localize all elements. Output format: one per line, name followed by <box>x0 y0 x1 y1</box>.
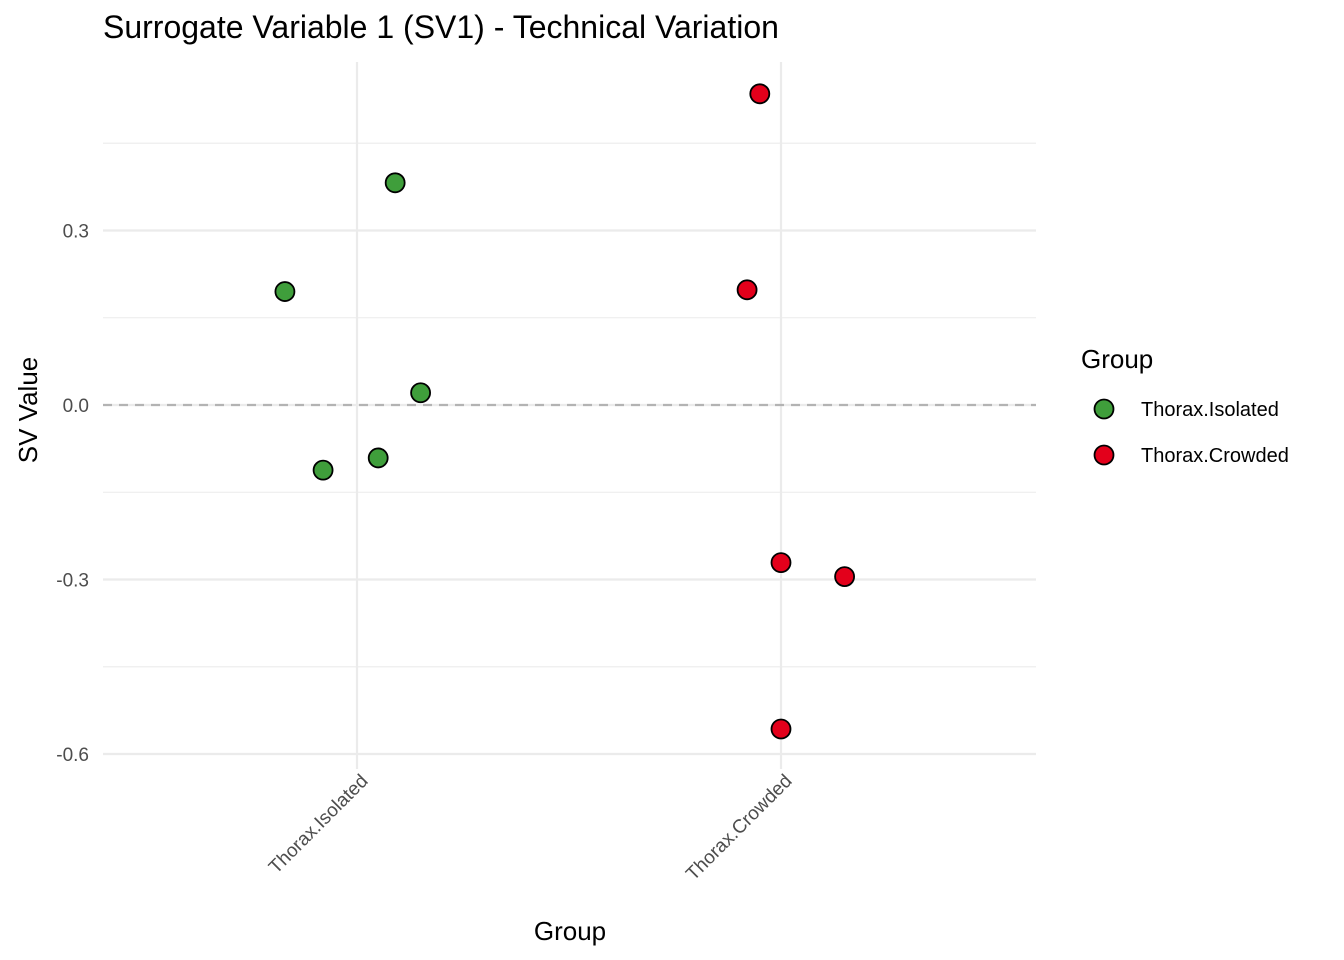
data-point <box>770 552 792 574</box>
y-tick-label: -0.3 <box>56 571 89 592</box>
y-axis-title: SV Value <box>13 357 43 463</box>
data-point <box>312 459 334 481</box>
x-tick-label: Thorax.Isolated <box>265 771 372 878</box>
chart-title: Surrogate Variable 1 (SV1) - Technical V… <box>103 9 779 45</box>
grid <box>103 62 1036 769</box>
x-axis-ticks: Thorax.Isolated Thorax.Crowded <box>265 771 796 885</box>
y-axis-ticks: -0.6 -0.3 0.0 0.3 <box>56 221 89 766</box>
data-point <box>410 382 432 404</box>
legend-items: Thorax.Isolated Thorax.Crowded <box>1093 398 1289 467</box>
legend: Group Thorax.Isolated Thorax.Crowded <box>1081 344 1289 467</box>
data-points <box>274 83 855 740</box>
legend-key <box>1093 444 1115 466</box>
data-point <box>367 447 389 469</box>
y-tick-label: 0.0 <box>63 396 89 417</box>
data-point <box>770 718 792 740</box>
legend-title: Group <box>1081 344 1153 374</box>
data-point <box>274 281 296 302</box>
x-axis-title: Group <box>534 916 606 946</box>
legend-label: Thorax.Crowded <box>1141 445 1289 467</box>
x-tick-label: Thorax.Crowded <box>682 771 796 885</box>
data-point <box>749 83 771 105</box>
data-point <box>736 279 758 301</box>
data-point <box>384 172 406 194</box>
legend-key <box>1093 398 1115 420</box>
legend-label: Thorax.Isolated <box>1141 399 1279 421</box>
y-tick-label: -0.6 <box>56 745 89 766</box>
y-tick-label: 0.3 <box>63 221 89 242</box>
data-point <box>834 566 855 588</box>
